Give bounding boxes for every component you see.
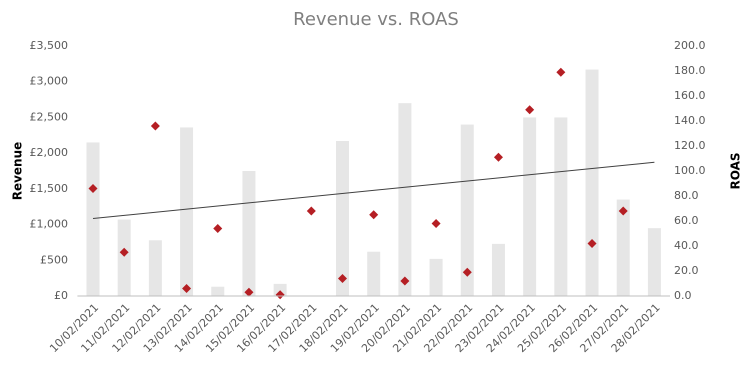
diamond-marker	[306, 206, 316, 216]
y2-tick-label: 40.0	[674, 239, 699, 252]
diamond-marker	[618, 206, 628, 216]
bar	[273, 283, 287, 296]
diamond-marker	[275, 290, 285, 300]
y-tick-label: £500	[40, 253, 68, 266]
y2-tick-label: 120.0	[674, 139, 706, 152]
bar	[117, 219, 131, 296]
bar	[211, 286, 225, 296]
y-tick-label: £3,000	[30, 75, 69, 88]
y-tick-label: £2,500	[30, 110, 69, 123]
y2-tick-label: 140.0	[674, 114, 706, 127]
bar	[647, 228, 661, 296]
bar	[86, 142, 100, 296]
diamond-marker	[150, 121, 160, 131]
bar	[523, 117, 537, 296]
diamond-marker	[525, 105, 535, 115]
bar	[336, 141, 350, 296]
y-tick-label: £0	[54, 289, 68, 302]
bar	[429, 258, 443, 296]
diamond-marker	[338, 274, 348, 283]
y2-tick-label: 160.0	[674, 89, 706, 102]
diamond-marker	[119, 247, 129, 257]
diamond-marker	[431, 219, 441, 228]
diamond-marker	[587, 239, 597, 248]
diamond-marker	[182, 284, 192, 293]
bar	[585, 69, 599, 296]
bar	[367, 251, 381, 296]
y2-tick-label: 20.0	[674, 264, 699, 277]
bar	[398, 103, 412, 297]
diamond-marker	[556, 67, 566, 77]
diamond-marker	[493, 152, 503, 162]
y2-tick-label: 0.0	[674, 289, 692, 302]
diamond-marker	[400, 276, 410, 286]
diamond-marker	[369, 210, 379, 220]
y2-tick-label: 180.0	[674, 64, 706, 77]
diamond-marker	[213, 224, 223, 233]
y-tick-label: £1,500	[30, 182, 69, 195]
diamond-marker	[244, 287, 254, 297]
y-tick-label: £2,000	[30, 146, 69, 159]
y-tick-label: £1,000	[30, 218, 69, 231]
y-tick-label: £3,500	[30, 39, 69, 52]
y-axis-title: Revenue	[11, 142, 25, 201]
y2-axis-title: ROAS	[729, 152, 743, 189]
y2-tick-label: 80.0	[674, 189, 699, 202]
y2-tick-label: 60.0	[674, 214, 699, 227]
bar	[180, 127, 194, 296]
diamond-marker	[462, 267, 472, 277]
bar	[242, 171, 256, 296]
diamond-marker	[88, 184, 98, 193]
bar	[460, 124, 474, 296]
bar	[491, 243, 505, 296]
bar	[554, 117, 568, 296]
bar	[148, 240, 162, 296]
y2-tick-label: 200.0	[674, 39, 706, 52]
chart-title: Revenue vs. ROAS	[293, 9, 459, 30]
y2-tick-label: 100.0	[674, 164, 706, 177]
bar	[616, 199, 630, 296]
trendline	[92, 161, 655, 219]
